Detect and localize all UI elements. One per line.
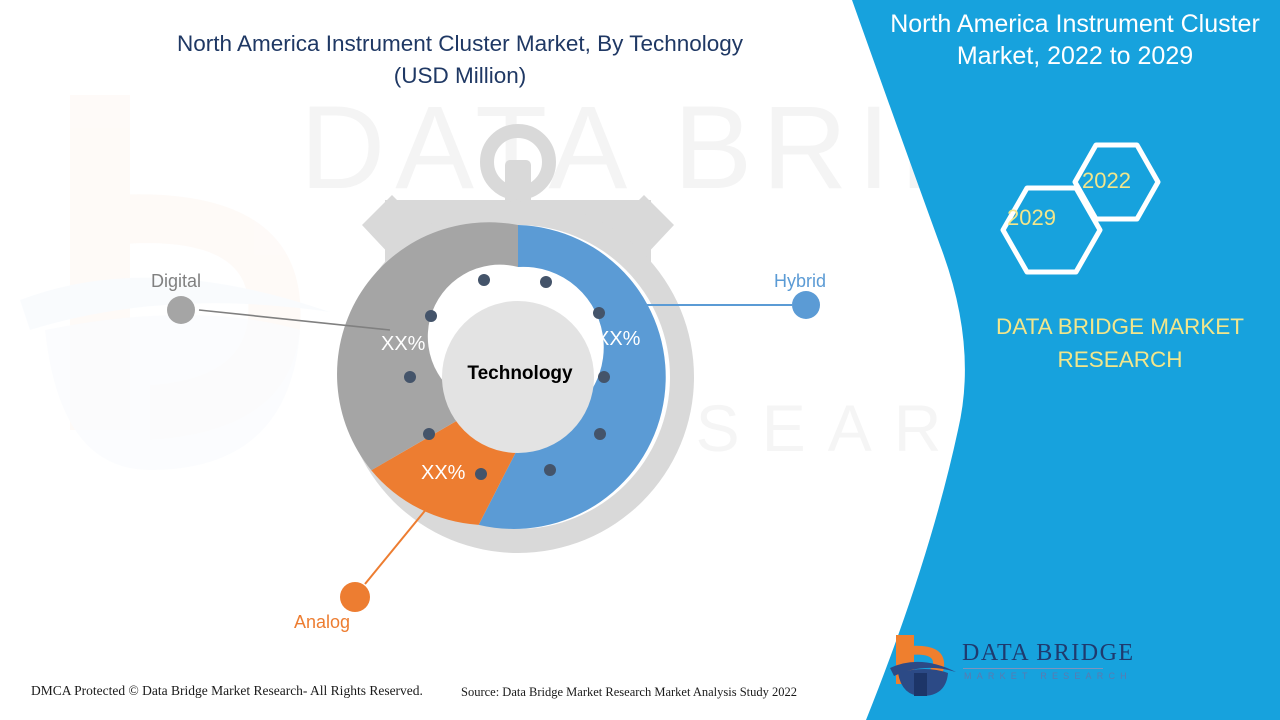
logo-title: DATA BRIDGE — [962, 640, 1135, 666]
hexagon-2029-shape — [1000, 185, 1103, 275]
chart-title-line2: (USD Million) — [393, 63, 527, 88]
hexagon-pair-icon — [1000, 142, 1161, 275]
donut-hub — [442, 301, 594, 453]
donut-center-label: Technology — [467, 363, 573, 384]
tick-dots — [404, 274, 610, 480]
panel-brand-line2: RESEARCH — [1057, 347, 1183, 372]
logo-subtitle: MARKET RESEARCH — [964, 671, 1132, 681]
page-title: North America Instrument Cluster Market,… — [80, 28, 840, 92]
panel-brand-name: DATA BRIDGE MARKET RESEARCH — [960, 310, 1280, 376]
donut-segments — [337, 222, 666, 529]
legend-dot-digital[interactable] — [167, 296, 195, 324]
hexagon-year-2029-label: 2029 — [1007, 205, 1056, 230]
segment-label-hybrid: XX% — [596, 328, 641, 350]
callout-leaders — [167, 291, 820, 612]
hexagon-2022-shape — [1072, 142, 1161, 222]
panel-title-line1: North America Instrument Cluster — [890, 10, 1260, 38]
legend-label-digital[interactable]: Digital — [151, 271, 202, 291]
copyright-notice: DMCA Protected © Data Bridge Market Rese… — [31, 683, 423, 698]
leader-digital — [198, 309, 391, 331]
chart-title-line1: North America Instrument Cluster Market,… — [176, 31, 744, 56]
data-bridge-logo: DATA BRIDGE MARKET RESEARCH — [890, 632, 1133, 698]
panel-brand-line1: DATA BRIDGE MARKET — [996, 314, 1244, 339]
segment-label-analog: XX% — [421, 462, 466, 484]
panel-title: North America Instrument Cluster Market,… — [880, 8, 1270, 72]
source-note: Source: Data Bridge Market Research Mark… — [461, 685, 798, 699]
legend-dot-analog[interactable] — [340, 582, 370, 612]
hexagon-year-2022-label: 2022 — [1082, 168, 1131, 193]
segment-label-digital: XX% — [381, 333, 426, 355]
legend-label-hybrid[interactable]: Hybrid — [774, 271, 827, 291]
year-hexagons: 2022 2029 — [980, 120, 1210, 290]
logo-divider — [963, 668, 1103, 669]
data-bridge-mark-icon — [890, 635, 956, 696]
legend-label-analog[interactable]: Analog — [294, 612, 351, 632]
panel-title-line2: Market, 2022 to 2029 — [956, 42, 1194, 70]
leader-analog — [364, 506, 429, 585]
segment-hybrid[interactable] — [478, 225, 666, 529]
legend-dot-hybrid[interactable] — [792, 291, 820, 319]
